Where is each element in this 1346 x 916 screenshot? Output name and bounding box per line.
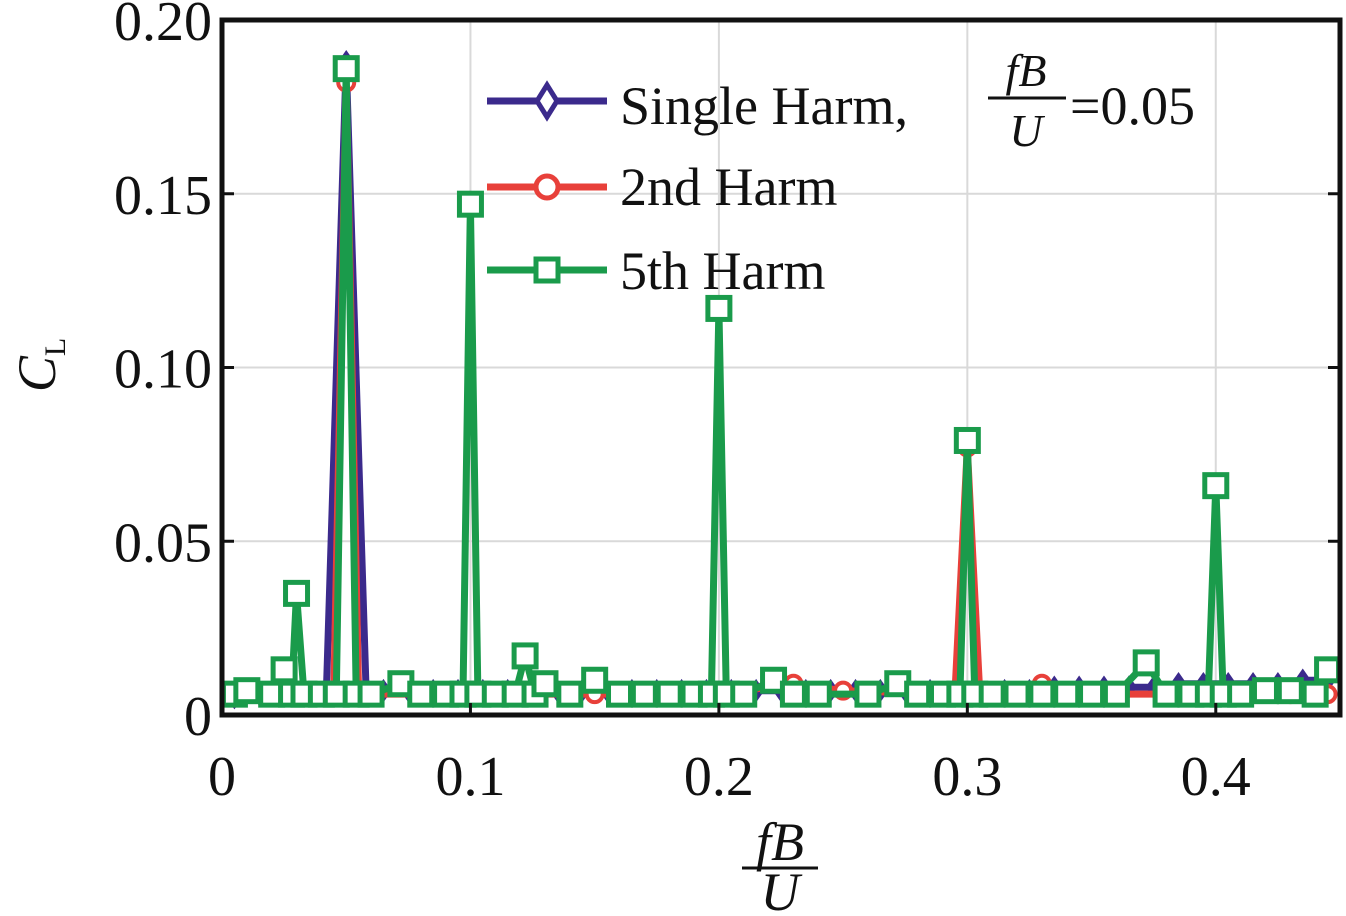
data-point (332, 55, 360, 83)
data-point (630, 680, 658, 708)
data-point (456, 190, 484, 218)
legend-marker-single-harm (534, 80, 560, 122)
legend: Single Harm, fB U =0.05 2nd Harm 5th Har… (487, 45, 1195, 301)
data-point (1053, 680, 1081, 708)
data-point (705, 294, 733, 322)
x-tick-label: 0.2 (684, 746, 754, 808)
legend-label-5th-harm: 5th Harm (620, 241, 825, 301)
data-point (655, 680, 683, 708)
x-tick-label: 0.4 (1181, 746, 1251, 808)
x-axis-label-denominator: U (761, 862, 803, 916)
legend-label-2nd-harm: 2nd Harm (620, 157, 837, 217)
legend-entry-2nd-harm: 2nd Harm (487, 157, 837, 217)
data-point (1251, 677, 1279, 705)
plot-series (220, 49, 1342, 710)
y-tick-label: 0.10 (114, 339, 212, 401)
series-3 (220, 55, 1342, 708)
data-point (1301, 680, 1329, 708)
legend-label-single-harm: Single Harm, (620, 76, 908, 136)
data-point (953, 426, 981, 454)
data-point (1102, 680, 1130, 708)
y-axis-label-subscript: L (39, 338, 72, 356)
svg-text:CL: CL (7, 338, 72, 392)
legend-marker-2nd-harm (533, 173, 561, 201)
series-1 (226, 49, 1336, 710)
data-point (760, 666, 788, 694)
data-point (1152, 680, 1180, 708)
y-tick-label: 0.15 (114, 165, 212, 227)
data-point (606, 680, 634, 708)
data-point (730, 680, 758, 708)
data-point (531, 670, 559, 698)
legend-suffix: =0.05 (1070, 76, 1195, 136)
x-tick-label: 0.1 (435, 746, 505, 808)
data-point (1078, 680, 1106, 708)
grid (222, 20, 1340, 715)
legend-marker-5th-harm (533, 256, 561, 284)
data-point (1276, 677, 1304, 705)
x-axis-label: fB U (742, 812, 818, 916)
axis-ticks: 0 0.1 0.2 0.3 0.4 0 0.05 0.10 0.15 0.20 (114, 0, 1340, 808)
x-tick-label: 0 (208, 746, 236, 808)
y-tick-label: 0.20 (114, 0, 212, 53)
data-point (1028, 680, 1056, 708)
legend-entry-single-harm: Single Harm, fB U =0.05 (487, 45, 1195, 156)
data-point (804, 680, 832, 708)
data-point (283, 579, 311, 607)
y-tick-label: 0.05 (114, 512, 212, 574)
data-point (1132, 649, 1160, 677)
data-point (1314, 656, 1342, 684)
data-point (1202, 472, 1230, 500)
legend-entry-5th-harm: 5th Harm (487, 241, 825, 301)
data-point (779, 680, 807, 708)
data-point (581, 666, 609, 694)
y-tick-label: 0 (184, 686, 212, 748)
data-point (407, 680, 435, 708)
data-point (1003, 680, 1031, 708)
data-point (1227, 680, 1255, 708)
x-axis-label-numerator: fB (756, 812, 804, 872)
legend-frac-numerator: fB (1006, 45, 1047, 96)
y-axis-label: CL (7, 338, 72, 392)
data-point (854, 680, 882, 708)
y-axis-label-main: C (7, 355, 67, 392)
data-point (270, 656, 298, 684)
data-point (556, 680, 584, 708)
data-point (978, 680, 1006, 708)
data-point (511, 642, 539, 670)
x-tick-label: 0.3 (932, 746, 1002, 808)
data-point (233, 677, 261, 705)
data-point (357, 680, 385, 708)
legend-frac-denominator: U (1009, 105, 1045, 156)
data-point (904, 680, 932, 708)
